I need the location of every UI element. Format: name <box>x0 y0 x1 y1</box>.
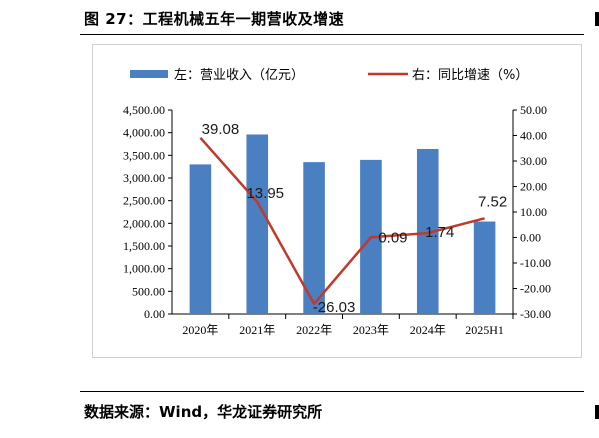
x-tick-label: 2020年 <box>182 323 218 337</box>
y-left-tick-label: 4,500.00 <box>123 103 165 117</box>
x-tick-label: 2021年 <box>239 323 275 337</box>
revenue-bar <box>416 148 439 314</box>
source-divider <box>80 391 584 392</box>
y-right-tick-label: 10.00 <box>520 205 547 219</box>
y-right-tick-label: 40.00 <box>520 129 547 143</box>
edge-mark-top <box>595 12 599 26</box>
y-left-tick-label: 3,000.00 <box>123 171 165 185</box>
growth-rate-label: 1.74 <box>425 224 454 241</box>
legend-bar-label: 左：营业收入（亿元） <box>174 68 304 83</box>
y-right-tick-label: -10.00 <box>520 256 551 270</box>
y-right-tick-label: 0.00 <box>520 231 541 245</box>
y-left-tick-label: 1,500.00 <box>123 239 165 253</box>
growth-rate-label: 13.95 <box>246 185 284 202</box>
y-right-tick-label: 20.00 <box>520 180 547 194</box>
bar-series <box>189 134 496 314</box>
y-right-tick-label: 50.00 <box>520 103 547 117</box>
revenue-bar <box>303 162 325 314</box>
y-right-tick-label: 30.00 <box>520 154 547 168</box>
growth-rate-label: -26.03 <box>313 299 356 316</box>
x-tick-label: 2024年 <box>410 323 446 337</box>
chart-axes: 0.00 500.00 1,000.00 1,500.00 2,000.00 2,500.… <box>123 103 551 337</box>
x-tick-label: 2022年 <box>296 323 332 337</box>
chart-legend: 左：营业收入（亿元） 右：同比增速（%） <box>130 68 528 83</box>
x-tick-label: 2023年 <box>353 323 389 337</box>
legend-bar-swatch <box>130 70 168 78</box>
growth-rate-label: 0.09 <box>378 229 407 246</box>
x-tick-label: 2025H1 <box>465 323 504 337</box>
revenue-bar <box>246 134 269 314</box>
title-divider <box>80 34 584 35</box>
y-left-tick-label: 2,000.00 <box>123 216 165 230</box>
data-source: 数据来源：Wind，华龙证券研究所 <box>84 403 323 421</box>
growth-rate-label: 7.52 <box>478 193 507 210</box>
y-right-tick-label: -20.00 <box>520 282 551 296</box>
y-right-tick-label: -30.00 <box>520 307 551 321</box>
line-series <box>199 137 485 306</box>
edge-mark-bottom <box>595 405 599 419</box>
y-left-tick-label: 2,500.00 <box>123 194 165 208</box>
y-left-tick-label: 3,500.00 <box>123 148 165 162</box>
growth-rate-label: 39.08 <box>202 121 240 138</box>
y-left-tick-label: 0.00 <box>144 307 165 321</box>
y-left-tick-label: 4,000.00 <box>123 126 165 140</box>
y-left-tick-label: 1,000.00 <box>123 262 165 276</box>
chart-frame <box>92 44 582 358</box>
legend-line-label: 右：同比增速（%） <box>412 68 528 83</box>
y-left-tick-label: 500.00 <box>132 284 165 298</box>
growth-rate-line <box>199 137 485 306</box>
revenue-bar <box>473 221 496 314</box>
revenue-bar <box>189 164 212 314</box>
line-data-labels: 39.08 13.95 -26.03 0.09 1.74 7.52 <box>202 121 508 316</box>
figure-title: 图 27：工程机械五年一期营收及增速 <box>84 10 345 28</box>
